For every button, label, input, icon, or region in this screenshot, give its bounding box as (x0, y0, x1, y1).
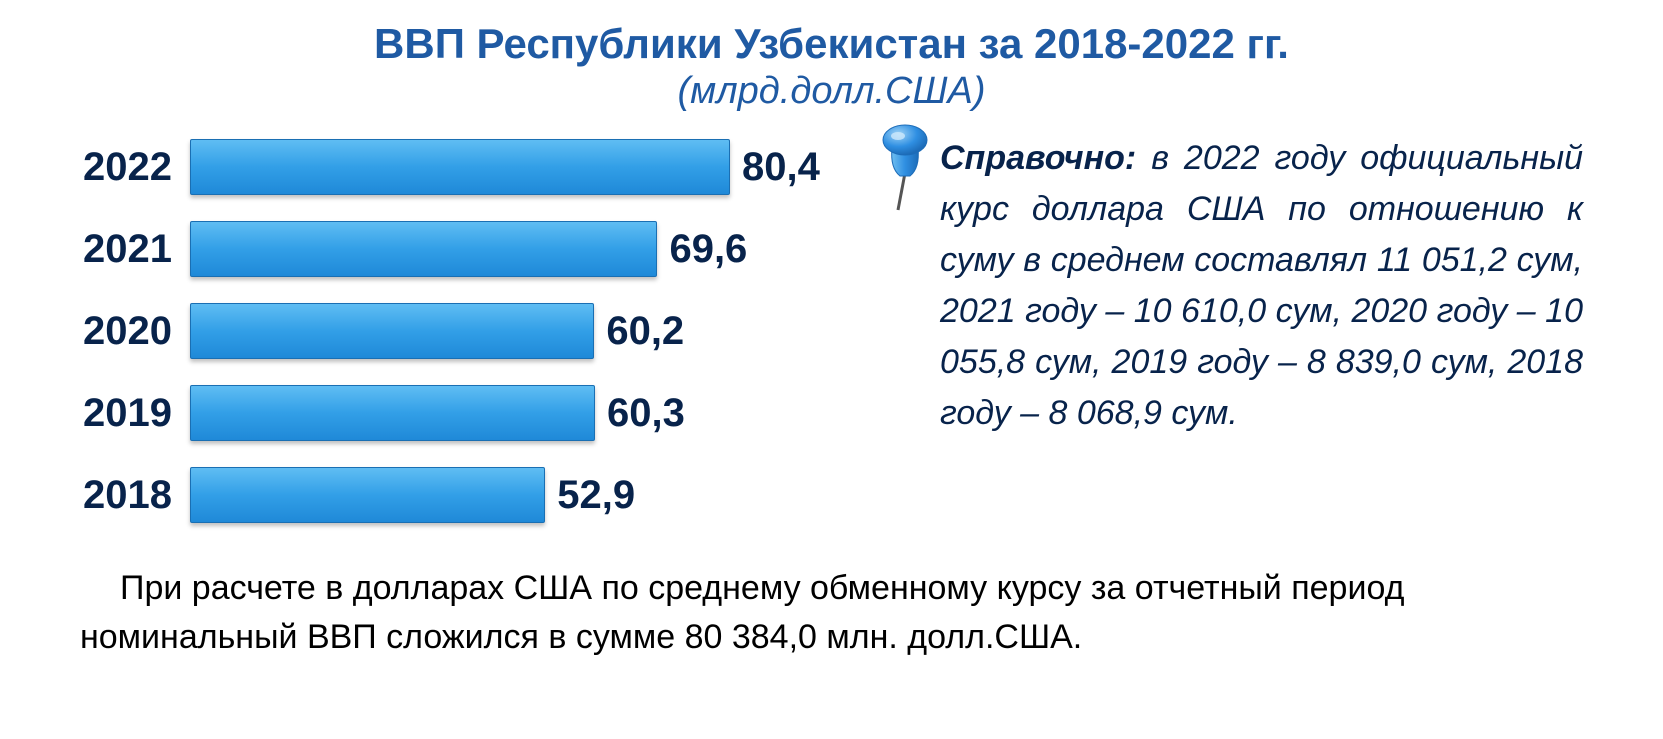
bar-track: 52,9 (190, 467, 850, 523)
year-label: 2019 (80, 391, 190, 436)
bar-track: 80,4 (190, 139, 850, 195)
bar (190, 385, 595, 441)
note-body: в 2022 году официальный курс доллара США… (940, 139, 1583, 432)
note-text: Справочно: в 2022 году официальный курс … (940, 133, 1583, 439)
bar-track: 69,6 (190, 221, 850, 277)
bar-row: 2021 69,6 (80, 218, 850, 280)
value-label: 60,2 (606, 309, 684, 354)
bar-row: 2020 60,2 (80, 300, 850, 362)
bar-chart: 2022 80,4 2021 69,6 2020 60,2 2019 60,3 2018 52,9 (80, 128, 850, 546)
year-label: 2022 (80, 145, 190, 190)
bar-row: 2018 52,9 (80, 464, 850, 526)
reference-note: Справочно: в 2022 году официальный курс … (880, 128, 1583, 439)
pushpin-icon (870, 118, 940, 213)
bar-row: 2022 80,4 (80, 136, 850, 198)
year-label: 2021 (80, 227, 190, 272)
bar (190, 139, 730, 195)
year-label: 2020 (80, 309, 190, 354)
year-label: 2018 (80, 473, 190, 518)
title-block: ВВП Республики Узбекистан за 2018-2022 г… (80, 20, 1583, 113)
bar-track: 60,2 (190, 303, 850, 359)
content-row: 2022 80,4 2021 69,6 2020 60,2 2019 60,3 2018 52,9 (80, 128, 1583, 546)
value-label: 60,3 (607, 391, 685, 436)
value-label: 80,4 (742, 145, 820, 190)
bar-row: 2019 60,3 (80, 382, 850, 444)
chart-title: ВВП Республики Узбекистан за 2018-2022 г… (80, 20, 1583, 68)
bar (190, 303, 594, 359)
bar (190, 221, 657, 277)
chart-subtitle: (млрд.долл.США) (80, 70, 1583, 113)
footer-text: При расчете в долларах США по среднему о… (80, 564, 1583, 663)
note-lead: Справочно: (940, 139, 1136, 177)
value-label: 69,6 (669, 227, 747, 272)
bar-track: 60,3 (190, 385, 850, 441)
bar (190, 467, 545, 523)
value-label: 52,9 (557, 473, 635, 518)
